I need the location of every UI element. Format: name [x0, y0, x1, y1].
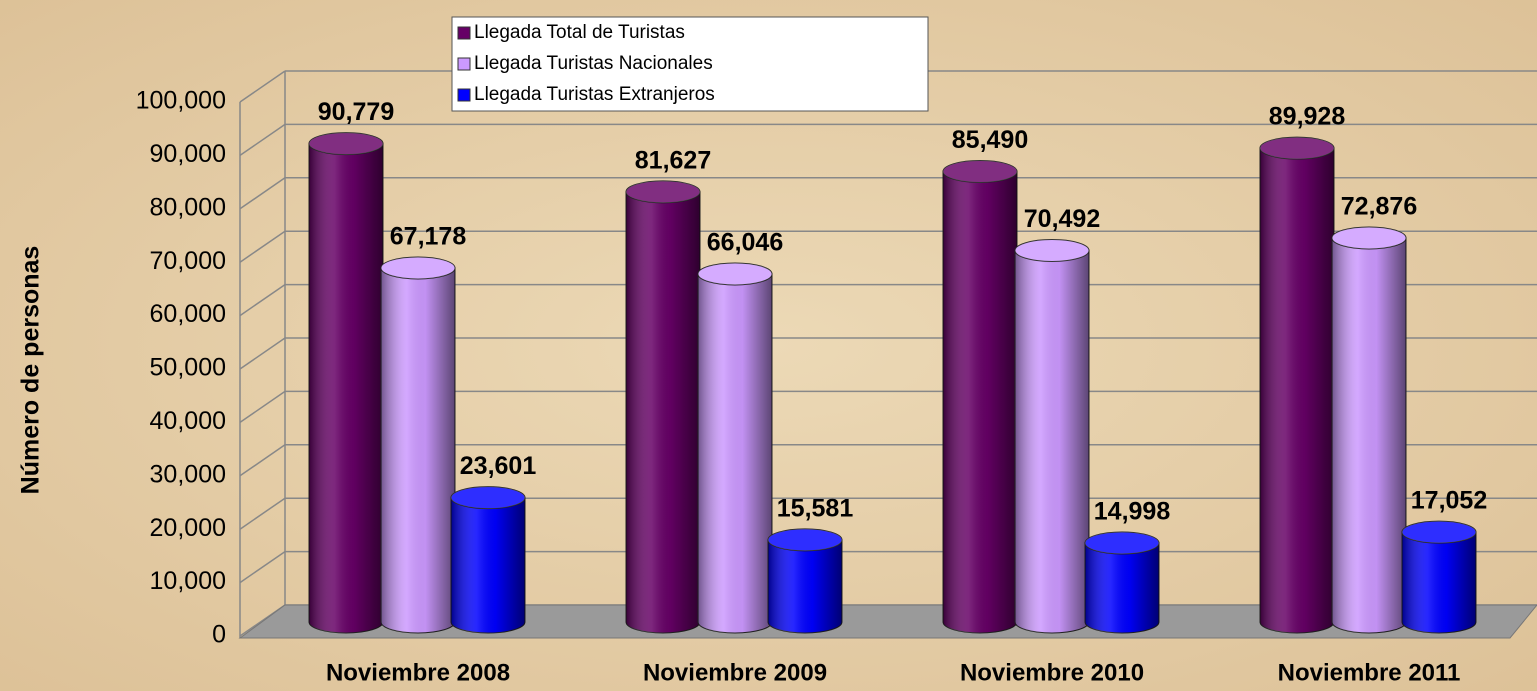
bar-shade: [309, 143, 383, 633]
bar: [942, 159, 1018, 634]
y-tick-label: 70,000: [150, 247, 226, 275]
bar-shade: [943, 171, 1017, 633]
grid-line-side: [239, 70, 286, 103]
bar-top-shine: [381, 256, 455, 279]
bar-shade: [381, 267, 455, 633]
bar-top: [625, 180, 701, 204]
value-label: 23,601: [460, 452, 537, 480]
bar-top-shine: [1402, 521, 1476, 544]
legend-swatch: [457, 57, 471, 71]
grid-line-side: [239, 444, 286, 477]
bar-top: [1331, 226, 1407, 250]
floor: [238, 604, 1537, 639]
bar: [1259, 136, 1335, 634]
x-tick-label: Noviembre 2008: [326, 659, 510, 686]
legend-label: Llegada Turistas Extranjeros: [474, 84, 715, 105]
value-label: 89,928: [1269, 103, 1346, 131]
legend: Llegada Total de Turistas Llegada Turista…: [451, 16, 929, 112]
bar: [450, 486, 526, 634]
bar-top: [1401, 520, 1477, 544]
value-label: 17,052: [1411, 487, 1487, 515]
bar-shade: [451, 497, 525, 633]
value-label: 67,178: [390, 223, 467, 251]
bar-shade: [1402, 532, 1476, 633]
bar-shade: [1085, 542, 1159, 633]
y-tick-label: 10,000: [150, 567, 226, 595]
bar-top: [942, 159, 1018, 183]
bar-top: [1259, 136, 1335, 160]
bar-shade: [626, 191, 700, 633]
value-label: 14,998: [1094, 498, 1171, 526]
bar: [308, 132, 384, 634]
y-tick-label: 80,000: [150, 193, 226, 221]
value-label: 90,779: [318, 98, 394, 126]
bar-top: [380, 256, 456, 280]
bar-top: [767, 528, 843, 552]
bar-top-shine: [1260, 137, 1334, 160]
legend-label: Llegada Total de Turistas: [474, 22, 685, 43]
bar: [1331, 226, 1407, 634]
bar-top: [1014, 239, 1090, 263]
y-tick-label: 100,000: [136, 87, 226, 115]
y-tick-label: 30,000: [150, 460, 226, 488]
legend-swatch: [457, 26, 471, 40]
bar-shade: [698, 273, 772, 633]
x-tick-label: Noviembre 2009: [643, 659, 827, 686]
value-label: 66,046: [707, 229, 783, 257]
value-label: 70,492: [1024, 205, 1100, 233]
bar-shade: [768, 539, 842, 633]
bar-top-shine: [768, 528, 842, 551]
bar-top: [697, 262, 773, 286]
bar-shade: [1260, 148, 1334, 633]
bar-top-shine: [1085, 531, 1159, 554]
value-label: 72,876: [1341, 193, 1417, 221]
bar-top-shine: [1015, 239, 1089, 262]
grid-line-side: [239, 283, 286, 317]
bar: [1084, 531, 1160, 634]
y-tick-label: 60,000: [150, 300, 226, 328]
bar-top-shine: [626, 180, 700, 203]
bar-shade: [1015, 250, 1089, 634]
bar-top-shine: [698, 262, 772, 285]
grid-line-side: [239, 390, 286, 424]
grid-line-side: [239, 177, 286, 210]
legend-box: [451, 16, 929, 112]
x-tick-label: Noviembre 2011: [1278, 659, 1461, 686]
bar-top: [308, 132, 384, 156]
grid-line-side: [239, 497, 286, 530]
bar: [697, 262, 773, 634]
bar-top-shine: [451, 486, 525, 509]
bar: [1014, 239, 1090, 634]
value-label: 85,490: [952, 126, 1028, 154]
y-tick-label: 90,000: [150, 140, 226, 168]
bar: [1401, 520, 1477, 634]
grid-line-side: [239, 337, 286, 370]
value-label: 81,627: [635, 146, 711, 174]
y-tick-label: 0: [212, 621, 226, 649]
bar-top: [1084, 531, 1160, 555]
bar: [625, 180, 701, 634]
bar-shade: [1332, 237, 1406, 633]
y-tick-label: 20,000: [150, 514, 226, 542]
grid-line-side: [239, 230, 286, 263]
bar-top-shine: [309, 132, 383, 155]
legend-swatch: [457, 88, 471, 102]
grid-line-side: [239, 123, 286, 157]
x-tick-label: Noviembre 2010: [960, 659, 1144, 686]
y-tick-label: 50,000: [150, 354, 226, 382]
bar-top-shine: [1332, 226, 1406, 249]
legend-label: Llegada Turistas Nacionales: [474, 53, 713, 74]
bar-top-shine: [943, 160, 1017, 183]
grid-line-side: [239, 550, 286, 584]
y-axis-title: Número de personas: [17, 246, 45, 495]
bar: [767, 528, 843, 634]
bar: [380, 256, 456, 634]
grid-line: [239, 123, 1537, 157]
bar-top: [450, 486, 526, 510]
value-label: 15,581: [777, 494, 854, 522]
y-tick-label: 40,000: [150, 407, 226, 435]
